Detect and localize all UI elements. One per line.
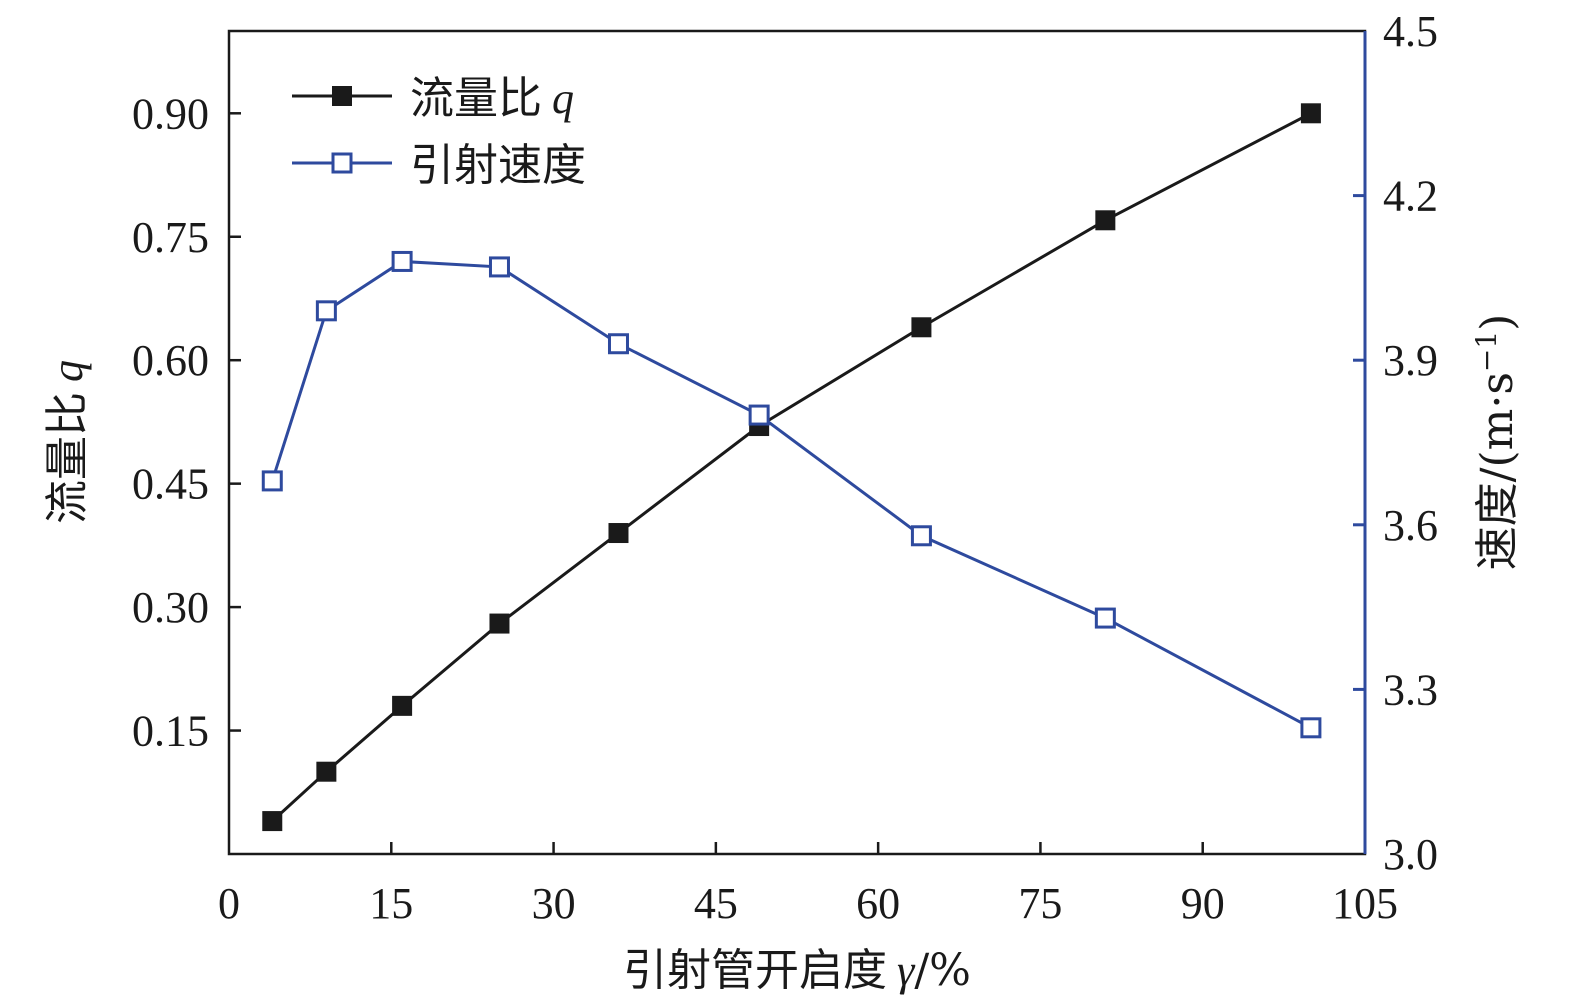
data-point-ejection-velocity xyxy=(1300,717,1322,739)
data-point-ejection-velocity xyxy=(607,333,629,355)
left-y-axis-ticks: 0.15 0.30 0.45 0.60 0.75 0.90 xyxy=(132,89,241,756)
data-point-ejection-velocity xyxy=(910,525,932,547)
legend-label-ejection-velocity: 引射速度 xyxy=(410,140,586,191)
right-y-tick-label: 3.6 xyxy=(1383,501,1438,550)
left-y-tick-label: 0.45 xyxy=(132,460,209,509)
data-point-flow-ratio xyxy=(1095,210,1116,231)
left-y-tick-label: 0.30 xyxy=(132,583,209,632)
data-point-ejection-velocity xyxy=(488,256,510,278)
legend-marker-ejection-velocity xyxy=(331,152,353,174)
x-tick-label: 0 xyxy=(218,879,240,928)
legend: 流量比 q 引射速度 xyxy=(292,73,586,191)
right-y-axis-title: 速度/(m·s−1) xyxy=(1470,314,1524,571)
x-tick-label: 45 xyxy=(694,879,738,928)
left-y-tick-label: 0.60 xyxy=(132,336,209,385)
data-point-ejection-velocity xyxy=(261,470,283,492)
data-point-ejection-velocity xyxy=(391,250,413,272)
data-point-ejection-velocity xyxy=(748,404,770,426)
right-y-tick-label: 3.3 xyxy=(1383,665,1438,714)
data-point-flow-ratio xyxy=(316,761,337,782)
legend-marker-flow-ratio xyxy=(332,86,352,106)
x-tick-label: 90 xyxy=(1181,879,1225,928)
right-y-tick-label: 3.0 xyxy=(1383,830,1438,879)
x-tick-label: 75 xyxy=(1018,879,1062,928)
x-tick-label: 15 xyxy=(369,879,413,928)
x-tick-label: 30 xyxy=(532,879,576,928)
x-axis-ticks: 0 15 30 45 60 75 90 105 xyxy=(218,842,1398,928)
right-y-tick-label: 4.5 xyxy=(1383,7,1438,56)
data-point-flow-ratio xyxy=(262,811,283,832)
left-y-tick-label: 0.75 xyxy=(132,213,209,262)
data-point-ejection-velocity xyxy=(1094,607,1116,629)
right-y-axis-ticks: 3.0 3.3 3.6 3.9 4.2 4.5 xyxy=(1353,7,1438,879)
right-y-tick-label: 3.9 xyxy=(1383,336,1438,385)
series-line-1 xyxy=(270,259,1312,730)
left-y-tick-label: 0.15 xyxy=(132,707,209,756)
left-y-axis-title: 流量比q xyxy=(42,360,93,524)
left-y-tick-label: 0.90 xyxy=(132,89,209,138)
data-point-flow-ratio xyxy=(489,613,510,634)
data-point-flow-ratio xyxy=(911,317,932,338)
data-point-flow-ratio xyxy=(1300,103,1321,124)
x-tick-label: 105 xyxy=(1332,879,1398,928)
x-tick-label: 60 xyxy=(856,879,900,928)
series-line-0 xyxy=(271,111,1312,823)
x-axis-title: 引射管开启度 γ/% xyxy=(623,945,971,996)
data-point-flow-ratio xyxy=(608,523,629,544)
data-point-ejection-velocity xyxy=(315,300,337,322)
series-layer xyxy=(261,103,1322,832)
legend-label-flow-ratio: 流量比 q xyxy=(410,73,574,124)
data-point-flow-ratio xyxy=(392,695,413,716)
right-y-tick-label: 4.2 xyxy=(1383,172,1438,221)
